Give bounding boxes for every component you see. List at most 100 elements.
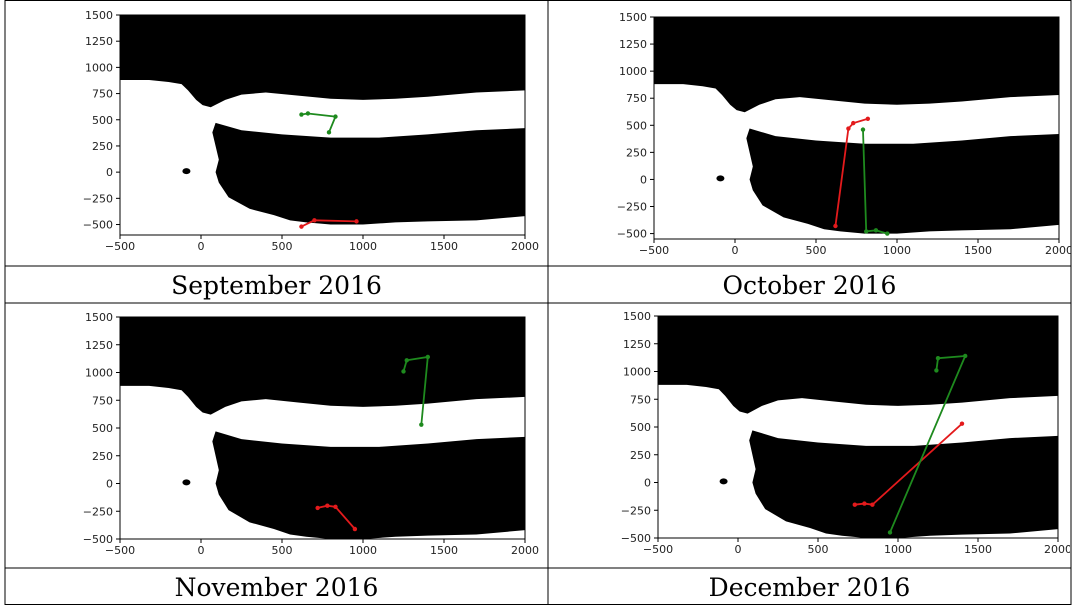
series-2-point	[404, 358, 409, 363]
series-2-point	[935, 355, 941, 361]
y-tick-label: 750	[626, 92, 647, 105]
y-tick-label: −500	[83, 219, 113, 232]
y-tick-label: 0	[106, 166, 113, 179]
chart-september-2016: −500 0 500 1000 1500 2000 −500 −250 0 250 500 750 10…	[83, 9, 539, 253]
y-tick-label: 1250	[623, 338, 651, 351]
land-mass-south	[212, 122, 525, 225]
x-tick-label: 1000	[349, 544, 377, 557]
x-tick-label: 2000	[511, 240, 539, 253]
series-1-point	[315, 505, 320, 511]
y-tick-label: −500	[83, 533, 113, 546]
island-mark	[182, 168, 191, 175]
y-tick-label: 0	[106, 478, 113, 491]
y-tick-label: 1500	[619, 11, 647, 24]
x-tick-label: 500	[272, 240, 293, 253]
series-2-point	[425, 354, 430, 360]
x-tick-label: 1500	[964, 244, 992, 257]
series-2-point	[963, 353, 968, 359]
y-tick-label: 750	[630, 393, 651, 406]
land-mass-north	[120, 15, 525, 108]
series-2-point	[299, 112, 304, 117]
x-tick-label: 1000	[349, 240, 377, 253]
caption-november-2016: November 2016	[174, 573, 379, 602]
series-line-2	[301, 112, 337, 133]
land-mass-south	[746, 128, 1059, 234]
series-2-point	[305, 111, 311, 116]
series-1-point	[851, 120, 856, 126]
x-tick-label: −500	[105, 544, 135, 557]
x-tick-label: −500	[643, 543, 673, 556]
y-tick-label: 250	[630, 449, 651, 462]
land-mass-north	[654, 17, 1059, 113]
y-tick-label: 0	[644, 477, 651, 490]
series-1-point	[846, 126, 851, 131]
series-line-1	[317, 504, 356, 530]
x-tick-label: 1500	[430, 544, 458, 557]
series-1-point	[299, 224, 304, 229]
y-tick-label: 500	[92, 114, 113, 127]
series-2-point	[333, 114, 338, 119]
series-line-1	[854, 423, 963, 506]
island-mark	[716, 175, 725, 182]
caption-september-2016: September 2016	[171, 271, 382, 300]
axes-frame	[119, 14, 526, 236]
series-2-point	[401, 369, 406, 374]
y-tick-label: 1500	[85, 9, 113, 22]
y-tick-label: 250	[92, 140, 113, 153]
y-tick-label: 1250	[85, 339, 113, 352]
series-2-point	[419, 422, 424, 427]
axes-frame	[653, 16, 1060, 240]
series-1-point	[959, 421, 965, 426]
x-tick-label: 500	[806, 244, 827, 257]
series-2-point	[934, 368, 939, 373]
x-tick-label: 500	[808, 543, 829, 556]
x-tick-label: 0	[198, 240, 205, 253]
land-mass-north	[658, 316, 1058, 414]
series-1-point	[865, 116, 871, 121]
x-tick-label: −500	[639, 244, 669, 257]
x-tick-label: 500	[272, 544, 293, 557]
y-tick-label: −500	[621, 532, 651, 545]
series-2-point	[887, 530, 893, 535]
y-tick-label: 750	[92, 88, 113, 101]
y-tick-label: −250	[83, 192, 113, 205]
y-tick-label: −500	[617, 228, 647, 241]
x-tick-label: 2000	[511, 544, 539, 557]
y-tick-label: 1000	[85, 61, 113, 74]
x-tick-label: 1000	[884, 543, 912, 556]
y-tick-label: 500	[92, 422, 113, 435]
series-line-1	[834, 117, 869, 227]
island-mark	[182, 479, 191, 486]
series-1-point	[312, 218, 317, 223]
series-2-point	[326, 130, 332, 135]
x-tick-label: −500	[105, 240, 135, 253]
x-tick-label: 0	[732, 244, 739, 257]
x-tick-label: 0	[735, 543, 742, 556]
y-tick-label: 0	[640, 173, 647, 186]
series-2-point	[873, 228, 879, 233]
x-tick-label: 1500	[964, 543, 992, 556]
y-tick-label: 1000	[85, 367, 113, 380]
series-2-point	[885, 231, 890, 236]
series-line-2	[889, 354, 967, 533]
series-1-point	[833, 223, 838, 229]
caption-december-2016: December 2016	[708, 573, 911, 602]
y-tick-label: −250	[83, 505, 113, 518]
island-mark	[719, 478, 728, 485]
x-tick-label: 1500	[430, 240, 458, 253]
y-tick-label: −250	[617, 201, 647, 214]
y-tick-label: 500	[626, 119, 647, 132]
series-line-2	[862, 129, 888, 235]
y-tick-label: −250	[621, 504, 651, 517]
x-tick-label: 1000	[883, 244, 911, 257]
y-tick-label: 250	[626, 146, 647, 159]
series-1-point	[852, 502, 857, 507]
y-tick-label: 1500	[623, 310, 651, 323]
series-1-point	[354, 219, 359, 224]
land-mass-south	[212, 431, 525, 539]
series-1-point	[862, 501, 867, 506]
caption-october-2016: October 2016	[722, 271, 897, 300]
series-line-2	[402, 355, 429, 425]
